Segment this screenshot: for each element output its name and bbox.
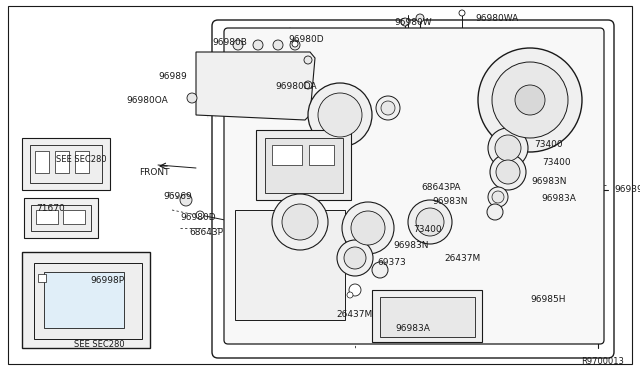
Circle shape	[304, 81, 312, 89]
Bar	[309, 145, 334, 165]
Bar	[372, 290, 482, 342]
Circle shape	[272, 194, 328, 250]
Circle shape	[344, 247, 366, 269]
Circle shape	[349, 284, 361, 296]
Bar	[272, 145, 302, 165]
Circle shape	[196, 211, 204, 219]
Bar	[31, 205, 91, 231]
Text: 68643PA: 68643PA	[421, 183, 461, 192]
Circle shape	[304, 56, 312, 64]
Circle shape	[381, 101, 395, 115]
Circle shape	[401, 18, 409, 26]
Circle shape	[496, 160, 520, 184]
Bar	[38, 274, 46, 282]
Text: 96983N: 96983N	[531, 177, 566, 186]
Text: 96998P: 96998P	[90, 276, 124, 285]
Text: 96980D: 96980D	[288, 35, 324, 44]
Bar	[44, 272, 124, 328]
Circle shape	[416, 208, 444, 236]
Text: R9700013: R9700013	[581, 357, 624, 366]
Text: 96980DA: 96980DA	[275, 82, 317, 91]
Bar	[36, 210, 58, 224]
Polygon shape	[196, 52, 315, 120]
Circle shape	[478, 48, 582, 152]
Circle shape	[282, 204, 318, 240]
Circle shape	[495, 135, 521, 161]
Bar	[22, 138, 110, 190]
Circle shape	[253, 40, 263, 50]
Circle shape	[233, 40, 243, 50]
Text: 96985H: 96985H	[530, 295, 566, 304]
Text: 96980W: 96980W	[394, 18, 431, 27]
Circle shape	[416, 14, 424, 22]
Circle shape	[488, 187, 508, 207]
Bar	[75, 151, 89, 173]
Circle shape	[342, 202, 394, 254]
Text: 71670: 71670	[36, 204, 65, 213]
Bar	[55, 151, 69, 173]
Circle shape	[290, 40, 300, 50]
Circle shape	[187, 93, 197, 103]
Bar	[235, 210, 345, 320]
Circle shape	[318, 93, 362, 137]
Text: SEE SEC280: SEE SEC280	[74, 340, 125, 349]
Bar	[22, 252, 150, 348]
Text: 96983N: 96983N	[393, 241, 429, 250]
Text: 96980B: 96980B	[212, 38, 247, 47]
Circle shape	[488, 128, 528, 168]
Text: 96969: 96969	[163, 192, 192, 201]
Circle shape	[347, 292, 353, 298]
Text: 68643P: 68643P	[189, 228, 223, 237]
Text: FRONT: FRONT	[139, 168, 170, 177]
Circle shape	[490, 154, 526, 190]
Text: 96939P: 96939P	[614, 185, 640, 194]
Bar	[63, 210, 85, 224]
Text: 96980D: 96980D	[180, 213, 216, 222]
Bar	[34, 263, 142, 339]
Circle shape	[459, 10, 465, 16]
Circle shape	[273, 40, 283, 50]
Text: 96983N: 96983N	[432, 197, 467, 206]
Text: 96983A: 96983A	[395, 324, 430, 333]
Circle shape	[351, 211, 385, 245]
Circle shape	[308, 83, 372, 147]
Text: 73400: 73400	[542, 158, 571, 167]
Circle shape	[372, 262, 388, 278]
Circle shape	[337, 240, 373, 276]
FancyBboxPatch shape	[212, 20, 614, 358]
Bar	[265, 138, 343, 193]
Bar	[256, 130, 351, 200]
Text: 73400: 73400	[413, 225, 442, 234]
Circle shape	[492, 62, 568, 138]
Text: SEE SEC280: SEE SEC280	[56, 155, 107, 164]
Circle shape	[492, 191, 504, 203]
Circle shape	[515, 85, 545, 115]
Bar	[380, 297, 475, 337]
Text: 96983A: 96983A	[541, 194, 576, 203]
FancyBboxPatch shape	[224, 28, 604, 344]
Text: 96980WA: 96980WA	[475, 14, 518, 23]
Circle shape	[487, 204, 503, 220]
Circle shape	[292, 41, 298, 47]
Bar	[35, 151, 49, 173]
Text: 69373: 69373	[377, 258, 406, 267]
Bar	[24, 198, 98, 238]
Text: 26437M: 26437M	[444, 254, 480, 263]
Bar	[30, 145, 102, 183]
Circle shape	[408, 200, 452, 244]
Text: 96989: 96989	[158, 72, 187, 81]
Circle shape	[376, 96, 400, 120]
Text: 26437M: 26437M	[336, 310, 372, 319]
Text: 96980OA: 96980OA	[126, 96, 168, 105]
Text: 73400: 73400	[534, 140, 563, 149]
Circle shape	[180, 194, 192, 206]
